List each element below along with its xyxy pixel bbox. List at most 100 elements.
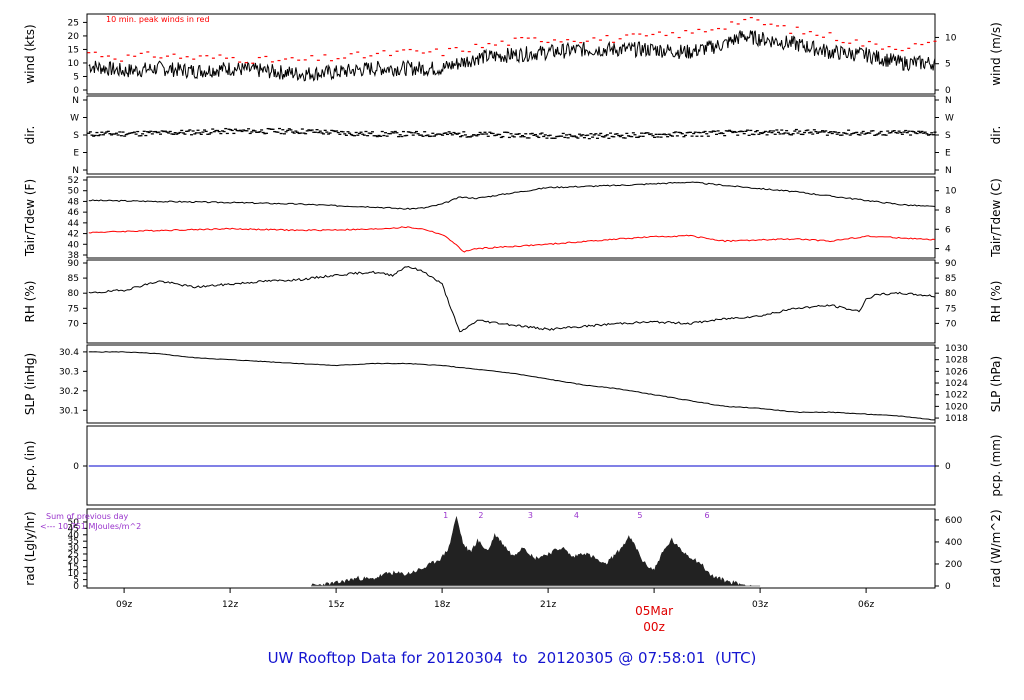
wind-peak-mark — [480, 46, 484, 49]
dir-point — [322, 133, 326, 135]
dir-point — [700, 135, 704, 137]
dir-point — [525, 137, 529, 139]
dir-point — [607, 137, 611, 139]
dir-point — [405, 134, 409, 137]
dir-point — [419, 134, 423, 136]
dir-point — [659, 136, 663, 138]
dir-point — [400, 135, 404, 138]
dir-point — [617, 134, 621, 137]
dir-point — [168, 130, 172, 133]
dir-point — [194, 132, 198, 134]
dir-point — [159, 133, 163, 135]
rh-line — [88, 265, 936, 333]
dir-point — [475, 135, 479, 137]
dir-point — [925, 133, 929, 135]
dir-point — [216, 129, 220, 132]
wind-peak-mark — [264, 55, 268, 58]
dir-point — [336, 131, 340, 134]
dir-point — [339, 130, 343, 133]
dir-point — [892, 130, 896, 132]
dir-point — [284, 131, 288, 133]
dir-point — [353, 135, 357, 137]
wind-peak-mark — [87, 52, 91, 54]
dir-point — [442, 132, 446, 135]
wind-peak-mark — [126, 54, 130, 56]
rh-ticklabel-left: 90 — [68, 259, 80, 269]
dir-point — [155, 131, 159, 134]
dir-point — [529, 133, 533, 135]
rad-hour-mark: 4 — [574, 511, 579, 520]
wind-peak-mark — [316, 59, 320, 61]
rad-ticklabel-left: 50 — [68, 518, 80, 528]
dir-ylabel-left: dir. — [23, 126, 37, 145]
dir-point — [532, 134, 536, 136]
dir-point — [341, 131, 345, 133]
dir-point — [754, 131, 758, 133]
dir-point — [842, 132, 846, 134]
dir-point — [693, 131, 697, 133]
rad-hour-mark: 3 — [528, 511, 533, 520]
wind-peak-mark — [225, 57, 229, 59]
dir-point — [450, 134, 454, 136]
dir-point — [232, 132, 236, 135]
dir-point — [186, 130, 190, 132]
dir-point — [773, 133, 777, 135]
dir-point — [452, 131, 456, 134]
dir-point — [295, 131, 299, 133]
rad-ticklabel-left: 0 — [73, 582, 79, 592]
dir-point — [312, 131, 316, 133]
dir-point — [393, 130, 397, 133]
dir-point — [181, 132, 185, 134]
rh-ticklabel-right: 80 — [945, 289, 957, 299]
dir-point — [260, 129, 264, 131]
dir-point — [224, 127, 228, 130]
temp-ticklabel-left: 52 — [68, 176, 79, 186]
wind-peak-mark — [520, 36, 524, 39]
dir-point — [625, 132, 629, 135]
wind-peak-mark — [631, 33, 635, 35]
pcp-ylabel-right: pcp. (mm) — [989, 434, 1003, 496]
wind-peak-mark — [795, 26, 799, 28]
dir-point — [516, 133, 520, 135]
wind-peak-mark — [697, 28, 701, 31]
dir-point — [359, 131, 363, 133]
dir-point — [266, 127, 270, 130]
dir-point — [595, 137, 599, 139]
dir-point — [101, 134, 105, 136]
wind-peak-mark — [395, 50, 399, 52]
wind-peak-mark — [776, 25, 780, 27]
wind-peak-mark — [428, 51, 432, 53]
dir-point — [775, 129, 779, 131]
dir-point — [672, 131, 676, 134]
dir-point — [620, 134, 624, 136]
dir-point — [747, 134, 751, 136]
wind-peak-mark — [389, 54, 393, 57]
dir-point — [278, 127, 282, 130]
dir-point — [454, 132, 458, 135]
page-title: UW Rooftop Data for 20120304 to 20120305… — [0, 649, 1024, 667]
dir-point — [845, 133, 849, 135]
dir-point — [646, 132, 650, 134]
dir-point — [669, 134, 673, 137]
dir-point — [447, 131, 451, 133]
temp-ylabel-left: Tair/Tdew (F) — [23, 179, 37, 257]
dir-point — [436, 133, 440, 135]
dir-point — [431, 132, 435, 134]
temp-ticklabel-right: 10 — [945, 187, 957, 197]
dir-point — [654, 133, 658, 136]
dir-point — [467, 136, 471, 138]
dir-point — [100, 131, 104, 133]
dir-point — [503, 131, 507, 133]
dir-point — [388, 133, 392, 135]
dir-point — [604, 135, 608, 137]
dir-point — [705, 133, 709, 135]
temp-ticklabel-left: 48 — [68, 197, 80, 207]
dir-point — [173, 132, 177, 134]
dir-point — [670, 135, 674, 137]
dir-point — [716, 130, 720, 132]
dir-point — [87, 132, 91, 134]
rad-ticklabel-left: 30 — [68, 544, 80, 554]
dir-point — [411, 134, 415, 136]
dir-point — [643, 132, 647, 134]
dir-point — [602, 136, 606, 138]
